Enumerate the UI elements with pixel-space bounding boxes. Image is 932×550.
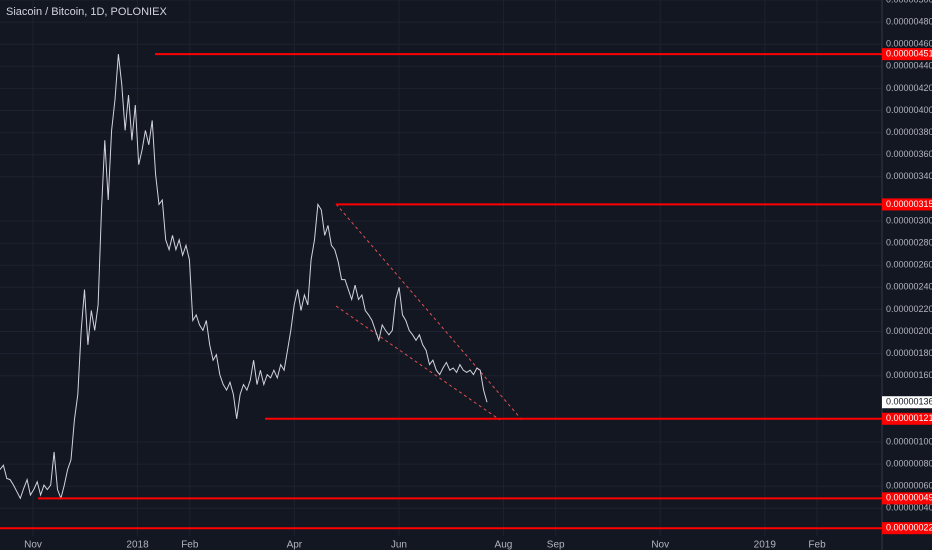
level-label: 0.00000451 <box>886 49 932 59</box>
level-label: 0.00000315 <box>886 199 932 209</box>
level-label-box <box>882 412 932 425</box>
level-label-box <box>882 492 932 505</box>
level-label-box <box>882 48 932 61</box>
y-tick-label: 0.00000260 <box>886 260 932 270</box>
y-tick-label: 0.00000280 <box>886 237 932 247</box>
y-tick-label: 0.00000080 <box>886 458 932 468</box>
price-axis <box>882 0 932 550</box>
level-label-box <box>882 198 932 211</box>
price-line <box>0 54 488 501</box>
x-tick-label: Nov <box>651 540 669 550</box>
y-tick-label: 0.00000160 <box>886 370 932 380</box>
axis: 0.00000040 0.00000060 0.00000080 0.00000100… <box>24 0 932 550</box>
y-tick-label: 0.00000300 <box>886 215 932 225</box>
marks <box>0 53 882 530</box>
current-price-label: 0.00000136 <box>886 397 932 407</box>
level-label: 0.00000121 <box>886 413 932 423</box>
y-tick-label: 0.00000400 <box>886 105 932 115</box>
x-tick-label: Jun <box>391 540 407 550</box>
y-tick-label: 0.00000240 <box>886 282 932 292</box>
y-tick-label: 0.00000180 <box>886 348 932 358</box>
y-tick-label: 0.00000200 <box>886 326 932 336</box>
y-tick-label: 0.00000440 <box>886 61 932 71</box>
y-tick-label: 0.00000340 <box>886 171 932 181</box>
x-tick-label: Apr <box>287 540 303 550</box>
y-tick-label: 0.00000060 <box>886 481 932 491</box>
y-tick-label: 0.00000500 <box>886 0 932 4</box>
x-tick-label: Feb <box>808 540 826 550</box>
y-tick-label: 0.00000040 <box>886 503 932 513</box>
y-tick-label: 0.00000480 <box>886 16 932 26</box>
x-tick-label: 2018 <box>126 540 149 550</box>
x-tick-label: Nov <box>24 540 42 550</box>
grid <box>0 0 882 536</box>
x-tick-label: Sep <box>547 540 565 550</box>
level-label: 0.00000022 <box>886 523 932 533</box>
level-label: 0.00000049 <box>886 493 932 503</box>
y-tick-label: 0.00000420 <box>886 83 932 93</box>
y-tick-label: 0.00000380 <box>886 127 932 137</box>
x-tick-label: 2019 <box>754 540 777 550</box>
chart-title: Siacoin / Bitcoin, 1D, POLONIEX <box>6 6 167 18</box>
level-label-box <box>882 522 932 535</box>
y-tick-label: 0.00000460 <box>886 39 932 49</box>
y-tick-label: 0.00000100 <box>886 436 932 446</box>
x-tick-label: Aug <box>495 540 513 550</box>
current-price-box <box>882 396 932 409</box>
y-tick-label: 0.00000220 <box>886 304 932 314</box>
x-tick-label: Feb <box>181 540 199 550</box>
y-tick-label: 0.00000360 <box>886 149 932 159</box>
